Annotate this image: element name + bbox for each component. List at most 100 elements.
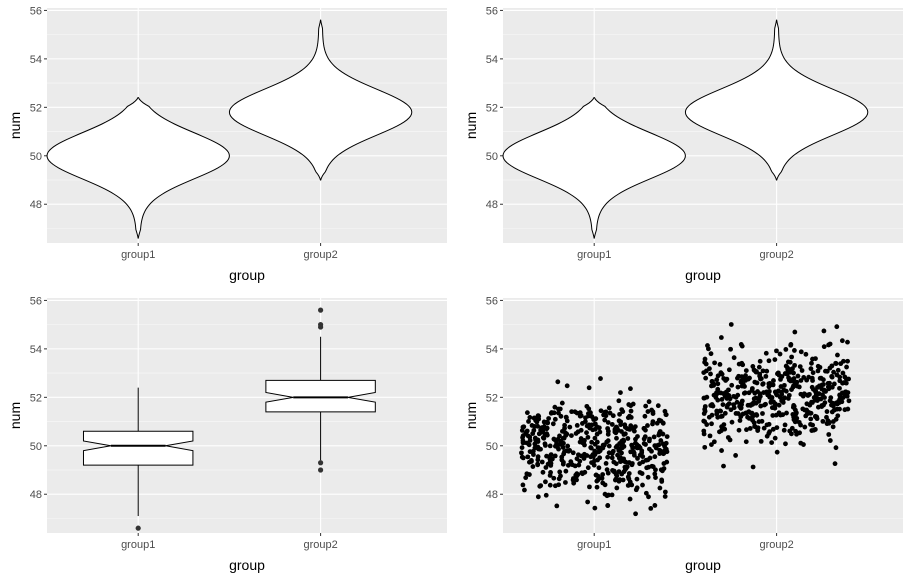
data-point [837,385,842,391]
data-point [648,506,654,511]
data-point [829,402,834,408]
data-point [720,402,726,408]
data-point [719,413,725,419]
data-point [760,381,766,387]
data-point [530,464,536,469]
data-point [618,422,624,428]
data-point [808,421,813,427]
data-point [755,389,760,394]
data-point [813,356,818,361]
data-point [592,435,598,441]
data-point [542,443,548,448]
x-axis-title: group [685,557,721,573]
data-point [829,374,835,380]
data-point [624,426,630,432]
data-point [845,358,850,364]
data-point [824,409,830,414]
data-point [814,416,820,422]
data-point [535,437,541,443]
data-point [731,405,737,411]
data-point [568,459,574,465]
y-tick-label: 48 [486,199,498,211]
data-point [768,400,774,405]
data-point [583,415,588,421]
panel-1: 48 50 52 54 56 group1 group2 group num [7,5,447,283]
data-point [572,463,578,469]
data-point [837,392,843,398]
data-point [620,477,626,483]
data-point [757,394,763,399]
data-point [741,390,747,396]
data-point [758,376,764,382]
data-point [652,503,658,508]
data-point [519,445,525,451]
data-point [520,435,525,440]
y-tick-label: 56 [486,5,498,17]
data-point [761,402,767,408]
data-point [709,402,715,407]
y-tick-label: 52 [486,102,498,114]
data-point [811,395,817,400]
data-point [792,329,798,335]
data-point [594,484,600,490]
y-tick-label: 50 [30,441,42,453]
data-point [526,419,531,424]
data-point [797,364,803,369]
data-point [737,418,743,423]
data-point [809,384,815,390]
data-point [659,479,665,484]
data-point [662,447,668,453]
data-point [747,426,753,431]
data-point [585,465,591,471]
data-point [769,440,775,445]
data-point [845,390,851,395]
data-point [532,415,538,421]
data-point [538,427,544,433]
data-point [588,445,594,451]
data-point [559,400,565,406]
data-point [809,360,814,366]
data-point [595,473,601,479]
data-point [783,347,789,352]
data-point [709,421,714,427]
data-point [547,482,553,488]
data-point [740,362,746,368]
data-point [647,446,652,452]
data-point [598,408,604,414]
data-point [575,472,581,478]
y-tick-label: 52 [30,392,42,404]
data-point [623,465,629,471]
data-point [569,433,574,439]
data-point [722,410,728,416]
data-point [621,469,627,475]
data-point [739,398,745,404]
data-point [717,362,723,367]
data-point [759,418,765,424]
data-point [714,408,720,414]
data-point [726,387,731,393]
data-point [749,386,755,391]
data-point [777,351,783,357]
data-point [771,378,776,383]
data-point [764,368,770,374]
y-axis-title: num [7,402,23,429]
data-point [772,357,778,363]
data-point [520,482,526,488]
data-point [529,457,534,463]
data-point [735,384,741,390]
data-point [715,373,721,379]
data-point [642,434,648,440]
data-point [628,408,634,414]
data-point [660,420,666,426]
data-point [845,339,850,345]
data-point [833,416,839,422]
data-point [785,359,791,365]
data-point [564,383,570,389]
data-point [733,453,739,458]
data-point [540,469,546,475]
data-point [768,382,773,388]
data-point [726,367,732,373]
data-point [646,399,652,405]
data-point [589,439,595,445]
data-point [644,465,650,471]
